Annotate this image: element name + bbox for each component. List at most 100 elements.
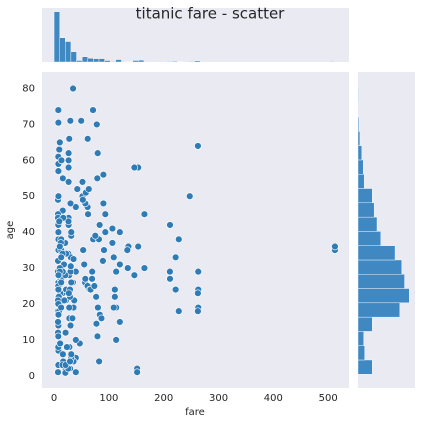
scatter-point xyxy=(194,307,202,315)
scatter-point xyxy=(88,275,96,283)
scatter-point xyxy=(91,232,100,240)
scatter-point xyxy=(64,178,73,186)
histogram-bar xyxy=(81,56,88,63)
scatter-point xyxy=(54,318,62,326)
scatter-point xyxy=(66,321,75,330)
scatter-point xyxy=(97,314,106,323)
histogram-bar xyxy=(104,60,111,63)
histogram-bar xyxy=(194,60,201,63)
scatter-point xyxy=(66,199,75,208)
scatter-point xyxy=(73,185,82,193)
scatter-point xyxy=(90,282,99,290)
scatter-point xyxy=(57,303,65,312)
main-axes xyxy=(42,72,349,388)
scatter-point xyxy=(67,278,75,287)
histogram-bar xyxy=(357,302,400,318)
histogram-bar xyxy=(357,116,360,132)
scatter-point xyxy=(108,224,117,233)
scatter-point xyxy=(186,192,194,200)
y-tick-label: 30 xyxy=(22,263,35,274)
scatter-point xyxy=(99,171,108,179)
scatter-point xyxy=(55,217,63,226)
scatter-point xyxy=(94,149,102,157)
y-tick-label: 10 xyxy=(22,335,35,346)
histogram-bar xyxy=(357,131,361,146)
scatter-point xyxy=(79,246,87,254)
scatter-point xyxy=(331,242,339,251)
histogram-bar xyxy=(98,58,105,63)
scatter-point xyxy=(54,332,63,340)
scatter-point xyxy=(54,167,63,175)
scatter-point xyxy=(59,350,67,358)
scatter-point xyxy=(95,221,104,229)
scatter-point xyxy=(66,357,74,366)
scatter-point xyxy=(171,285,180,294)
scatter-point xyxy=(80,260,88,269)
histogram-bar xyxy=(357,359,373,375)
scatter-point xyxy=(72,368,80,376)
histogram-bar xyxy=(357,216,378,232)
x-tick-label: 200 xyxy=(154,393,173,404)
scatter-point xyxy=(57,253,65,261)
scatter-point xyxy=(175,235,183,244)
scatter-point xyxy=(84,135,92,143)
histogram-bar xyxy=(357,331,364,346)
x-axis-label: fare xyxy=(185,407,205,418)
x-tick-label: 0 xyxy=(51,393,57,404)
histogram-bar xyxy=(93,58,100,63)
scatter-point xyxy=(194,142,202,150)
top-marginal-axes xyxy=(42,8,349,62)
scatter-point xyxy=(63,343,71,351)
scatter-point xyxy=(65,289,73,297)
scatter-point xyxy=(64,149,73,157)
scatter-point xyxy=(56,339,64,348)
scatter-point xyxy=(110,303,118,312)
scatter-point xyxy=(56,242,64,251)
scatter-point xyxy=(93,120,101,129)
y-tick-label: 80 xyxy=(22,84,35,95)
histogram-bar xyxy=(70,51,77,63)
marks xyxy=(53,11,410,377)
scatter-point xyxy=(85,185,93,193)
y-tick-label: 0 xyxy=(29,371,35,382)
scatter-point xyxy=(72,203,80,211)
histogram-bar xyxy=(59,37,66,63)
y-tick-label: 60 xyxy=(22,155,35,166)
scatter-point xyxy=(100,246,108,254)
scatter-point xyxy=(112,267,120,276)
scatter-point xyxy=(92,320,101,328)
scatter-point xyxy=(99,199,108,208)
scatter-point xyxy=(59,174,67,182)
scatter-point xyxy=(54,106,63,114)
histogram-bar xyxy=(53,11,60,63)
scatter-point xyxy=(99,257,107,265)
scatter-point xyxy=(54,192,63,200)
scatter-point xyxy=(116,318,124,326)
scatter-point xyxy=(64,156,73,165)
histogram-bar xyxy=(188,61,195,63)
scatter-point xyxy=(112,336,120,344)
histogram-bar xyxy=(357,231,381,246)
scatter-point xyxy=(194,267,202,276)
x-tick-label: 500 xyxy=(319,393,338,404)
chart-title: titanic fare - scatter xyxy=(136,5,286,23)
scatter-point xyxy=(56,138,64,147)
scatter-point xyxy=(81,275,90,283)
scatter-point xyxy=(57,278,65,287)
histogram-bar xyxy=(357,274,405,289)
histogram-bar xyxy=(110,61,117,63)
scatter-point xyxy=(69,84,77,93)
histogram-bar xyxy=(171,61,178,63)
scatter-point xyxy=(110,253,118,261)
scatter-point xyxy=(123,246,132,254)
scatter-point xyxy=(134,242,142,251)
scatter-point xyxy=(67,228,75,236)
x-tick-label: 300 xyxy=(209,393,228,404)
scatter-point xyxy=(57,156,66,165)
scatter-point xyxy=(54,271,63,279)
scatter-point xyxy=(65,135,73,143)
histogram-bar xyxy=(357,202,375,218)
scatter-point xyxy=(166,221,174,229)
scatter-point xyxy=(54,368,62,376)
